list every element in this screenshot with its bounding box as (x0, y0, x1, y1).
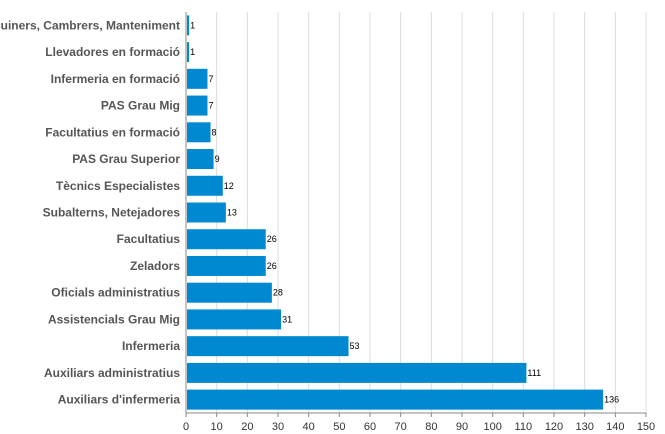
bar (187, 15, 190, 36)
data-label: 1 (190, 20, 195, 30)
bar (187, 229, 266, 250)
bar (187, 309, 282, 330)
data-label: 7 (208, 101, 213, 111)
category-label: Auxiliars d'infermeria (58, 393, 181, 407)
x-tick-label: 10 (211, 421, 223, 433)
category-label: Cuiners, Cambrers, Manteniment (0, 18, 180, 32)
x-tick-label: 150 (637, 421, 655, 433)
data-label: 53 (350, 341, 360, 351)
bar (187, 202, 226, 223)
x-tick-label: 120 (545, 421, 563, 433)
category-label: Oficials administratius (51, 286, 180, 300)
x-tick-label: 90 (456, 421, 468, 433)
category-label: Assistencials Grau Mig (48, 312, 180, 326)
bar (187, 68, 208, 89)
data-label: 28 (273, 288, 283, 298)
category-label: Facultatius (117, 232, 181, 246)
x-tick-label: 0 (183, 421, 189, 433)
data-label: 1 (190, 47, 195, 57)
bar (187, 95, 208, 116)
data-label: 111 (527, 368, 541, 378)
x-tick-label: 130 (575, 421, 593, 433)
data-label: 13 (227, 208, 237, 218)
category-label: Llevadores en formació (45, 45, 180, 59)
category-label: PAS Grau Mig (101, 99, 180, 113)
bar (187, 362, 527, 383)
bar (187, 149, 214, 170)
data-labels: 1 1 7 7 8 9 12 13 26 26 28 31 53 111 136 (190, 20, 619, 404)
bar (187, 282, 272, 303)
data-label: 26 (267, 234, 277, 244)
x-tick-label: 80 (425, 421, 437, 433)
category-label: Infermeria en formació (51, 72, 180, 86)
x-tick-label: 140 (606, 421, 624, 433)
bar (187, 255, 266, 276)
category-label: Facultatius en formació (45, 125, 180, 139)
x-tick-label: 30 (272, 421, 284, 433)
bar (187, 389, 604, 410)
data-label: 31 (282, 314, 292, 324)
data-label: 12 (224, 181, 234, 191)
category-labels: Cuiners, Cambrers, Manteniment Llevadores… (0, 18, 180, 406)
x-axis-ticks: 0 10 20 30 40 50 60 70 80 90 100 110 120 130 140 150 (183, 413, 655, 433)
data-label: 26 (267, 261, 277, 271)
data-label: 9 (215, 154, 220, 164)
category-label: Subalterns, Netejadores (43, 206, 181, 220)
x-tick-label: 100 (483, 421, 501, 433)
grid-lines (216, 12, 647, 413)
bars (187, 15, 604, 410)
x-tick-label: 60 (364, 421, 376, 433)
data-label: 7 (208, 74, 213, 84)
x-tick-label: 20 (241, 421, 253, 433)
data-label: 8 (212, 127, 217, 137)
category-label: Auxiliars administratius (44, 366, 180, 380)
category-label: Infermeria (122, 339, 180, 353)
data-label: 136 (604, 395, 619, 405)
bar (187, 175, 223, 196)
x-tick-label: 70 (395, 421, 407, 433)
category-label: Zeladors (130, 259, 180, 273)
category-label: Tècnics Especialistes (56, 179, 180, 193)
x-tick-label: 50 (333, 421, 345, 433)
bar (187, 336, 349, 357)
x-tick-label: 40 (303, 421, 315, 433)
category-label: PAS Grau Superior (72, 152, 180, 166)
bar (187, 122, 211, 143)
x-tick-label: 110 (515, 421, 533, 433)
bar (187, 42, 190, 63)
